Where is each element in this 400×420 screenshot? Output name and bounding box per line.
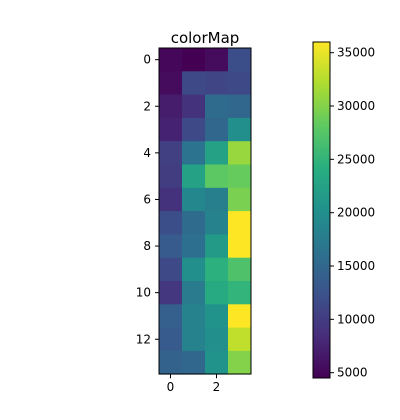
heatmap-cell — [159, 187, 183, 212]
y-tick-label: 10 — [136, 286, 151, 300]
heatmap-cell — [182, 48, 206, 72]
colorbar-tick-label: 25000 — [337, 152, 375, 166]
x-tick-label: 2 — [213, 380, 221, 394]
heatmap-cell — [182, 117, 206, 142]
heatmap-cell — [159, 141, 183, 165]
colorbar — [312, 41, 331, 379]
heatmap-cell — [159, 117, 183, 142]
y-tick-label: 8 — [143, 239, 151, 253]
heatmap-cell — [159, 327, 183, 352]
heatmap-cell — [228, 71, 252, 95]
y-tick-label: 0 — [143, 53, 151, 67]
colorbar-tick-label: 30000 — [337, 99, 375, 113]
y-tick-label: 6 — [143, 192, 151, 206]
heatmap-cell — [182, 211, 206, 235]
heatmap-cell — [228, 211, 252, 235]
heatmap-cell — [205, 117, 229, 142]
x-tick-label: 0 — [167, 380, 175, 394]
heatmap-cell — [228, 234, 252, 259]
heatmap-cell — [182, 187, 206, 212]
heatmap-cell — [159, 94, 183, 119]
heatmap-cell — [205, 141, 229, 165]
heatmap-cell — [159, 257, 183, 282]
heatmap-cell — [182, 304, 206, 328]
heatmap-cell — [205, 327, 229, 352]
heatmap-cell — [228, 304, 252, 328]
heatmap-cell — [205, 94, 229, 119]
y-tick-label: 12 — [136, 332, 151, 346]
heatmap-cell — [205, 350, 229, 375]
heatmap-cell — [182, 71, 206, 95]
heatmap-cell — [205, 164, 229, 189]
heatmap-cell — [228, 164, 252, 189]
heatmap-cell — [159, 304, 183, 328]
heatmap-cell — [228, 48, 252, 72]
heatmap-cell — [182, 234, 206, 259]
heatmap-cell — [228, 350, 252, 375]
heatmap-cell — [228, 141, 252, 165]
colorbar-tick-label: 5000 — [337, 366, 368, 380]
heatmap-cell — [228, 187, 252, 212]
colorbar-ticks: 5000 10000 15000 20000 25000 30000 35000 — [330, 46, 375, 380]
heatmap-cell — [205, 234, 229, 259]
heatmap-cell — [182, 350, 206, 375]
y-tick-label: 4 — [143, 146, 151, 160]
heatmap-cell — [205, 257, 229, 282]
heatmap-cell — [182, 257, 206, 282]
heatmap-cell — [182, 94, 206, 119]
colorbar-tick-label: 10000 — [337, 312, 375, 326]
colorbar-tick-label: 20000 — [337, 206, 375, 220]
heatmap-cell — [205, 48, 229, 72]
heatmap-cell — [205, 281, 229, 305]
y-tick-label: 2 — [143, 99, 151, 113]
heatmap-cells — [159, 48, 252, 375]
heatmap-cell — [228, 257, 252, 282]
heatmap-cell — [228, 327, 252, 352]
y-axis-ticks: 0 2 4 6 8 10 12 — [136, 53, 159, 346]
colorbar-tick-label: 35000 — [337, 46, 375, 60]
heatmap-cell — [205, 304, 229, 328]
heatmap-cell — [182, 327, 206, 352]
heatmap-cell — [159, 350, 183, 375]
heatmap-frame — [158, 47, 252, 375]
chart-title: colorMap — [171, 29, 240, 47]
heatmap-cell — [228, 117, 252, 142]
heatmap-cell — [228, 94, 252, 119]
colorbar-tick-label: 15000 — [337, 259, 375, 273]
heatmap-cell — [182, 141, 206, 165]
heatmap-cell — [205, 187, 229, 212]
heatmap-cell — [182, 281, 206, 305]
heatmap-cell — [159, 234, 183, 259]
heatmap-cell — [159, 211, 183, 235]
heatmap-cell — [228, 281, 252, 305]
heatmap-cell — [205, 71, 229, 95]
heatmap-cell — [159, 71, 183, 95]
heatmap-cell — [159, 281, 183, 305]
heatmap-cell — [159, 164, 183, 189]
heatmap-cell — [159, 48, 183, 72]
heatmap-cell — [182, 164, 206, 189]
heatmap-cell — [205, 211, 229, 235]
